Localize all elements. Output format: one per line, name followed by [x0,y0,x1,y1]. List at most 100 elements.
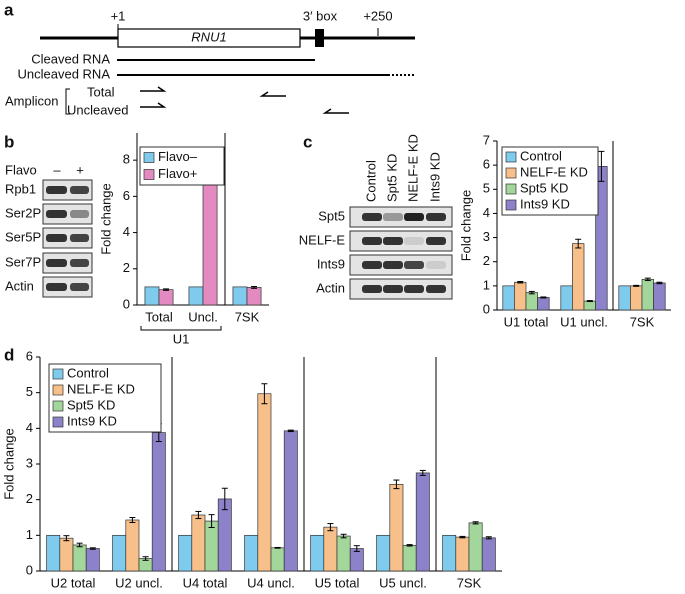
blot-row-label: Actin [5,278,34,293]
blot-band [362,261,382,269]
blot-frame [42,179,93,201]
blot-frame [42,252,93,274]
error-bar [76,542,83,548]
bar [442,534,457,572]
error-bar [340,533,347,539]
bar [270,547,285,572]
x-tick-label: Total [145,309,173,324]
blot-frame [42,276,93,298]
primer-arrow [259,91,286,97]
y-tick-label: 4 [26,420,33,435]
blot-row-label: Ser7P [5,254,41,269]
bar [572,243,585,311]
group-bracket [140,326,222,331]
bar [232,286,248,306]
blot-band [426,285,446,293]
panel-label: b [4,132,14,151]
blot-band [70,186,89,194]
y-tick-label: 0 [483,301,490,316]
x-tick-label: U5 total [315,575,360,590]
legend-label: Ints9 KD [520,196,570,211]
bar [191,514,206,572]
error-bar [598,150,605,182]
x-tick-label: 7SK [457,575,482,590]
error-bar [251,286,258,289]
gene-diagram: +1 3′ box +250 RNU1 Cleaved RNA Uncleave… [5,8,415,117]
bar [257,393,272,572]
blot-row-label: NELF-E [299,232,346,247]
y-tick-label: 1 [483,277,490,292]
bar [481,537,496,572]
bar [336,535,351,572]
x-tick-label: U4 total [183,575,228,590]
y-tick-label: 0 [26,562,33,577]
bar [178,534,193,572]
blot-row-label: Actin [316,280,345,295]
blot-band [426,261,446,269]
x-tick-label: U5 uncl. [379,575,427,590]
error-bar [261,383,268,405]
error-bar [633,284,640,287]
error-bar [586,300,593,303]
error-bar [163,288,170,291]
blot-band [383,285,403,293]
error-bar [393,479,400,490]
error-bar [327,523,334,532]
blot-band [426,237,446,245]
y-axis-label: Fold change [458,190,473,262]
bar [630,285,643,311]
x-tick-label: U1 uncl. [560,314,608,329]
blot-frame [42,227,93,249]
bar [514,281,527,311]
x-tick-label: 7SK [630,314,655,329]
bar [468,522,483,572]
bar [525,292,538,311]
x-tick-label: Uncl. [188,309,218,324]
legend-box [501,146,599,216]
blot-band [46,259,67,267]
lane-label: – [53,162,61,177]
gene-box [117,28,301,48]
bar [151,432,166,572]
bar [204,520,219,572]
legend-swatch [52,416,64,428]
error-bar [459,535,466,539]
error-bar [129,517,136,523]
lane-label: Spt5 KD [384,154,399,202]
error-bar [142,556,149,561]
y-tick-label: 7 [483,132,490,147]
bar [283,430,298,572]
lane-label: NELF-E KD [405,134,420,202]
x-tick-label: U1 total [504,314,549,329]
bar [349,548,364,572]
y-axis-label: Fold change [1,428,16,500]
bar [125,519,140,572]
blot-band [404,237,424,245]
legend-swatch [505,167,517,179]
blot-band [70,259,89,267]
error-bar [406,544,413,547]
primer-arrow [322,108,349,114]
error-bar [274,546,281,549]
y-tick-label: 3 [483,229,490,244]
blot-band [46,186,67,194]
x-tick-label: U2 uncl. [115,575,163,590]
blot-b: Rpb1 Ser2P Ser5P Ser7P Actin [5,179,93,298]
legend-swatch [52,384,64,396]
y-tick-label: 6 [483,157,490,172]
blot-frame [42,203,93,225]
bar [46,534,61,572]
box-label: 3′ box [303,8,338,23]
legend-label: Control [67,365,109,380]
legend-swatch [505,183,517,195]
primer-label: Uncleaved [67,102,128,117]
box-element [315,29,324,47]
y-tick-label: 3 [26,455,33,470]
legend-swatch [52,368,64,380]
y-tick-label: 0 [123,296,130,311]
blot-band [426,213,446,221]
x-tick-label: U4 uncl. [247,575,295,590]
error-bar [63,535,70,542]
bar [188,286,204,306]
legend-swatch [52,400,64,412]
